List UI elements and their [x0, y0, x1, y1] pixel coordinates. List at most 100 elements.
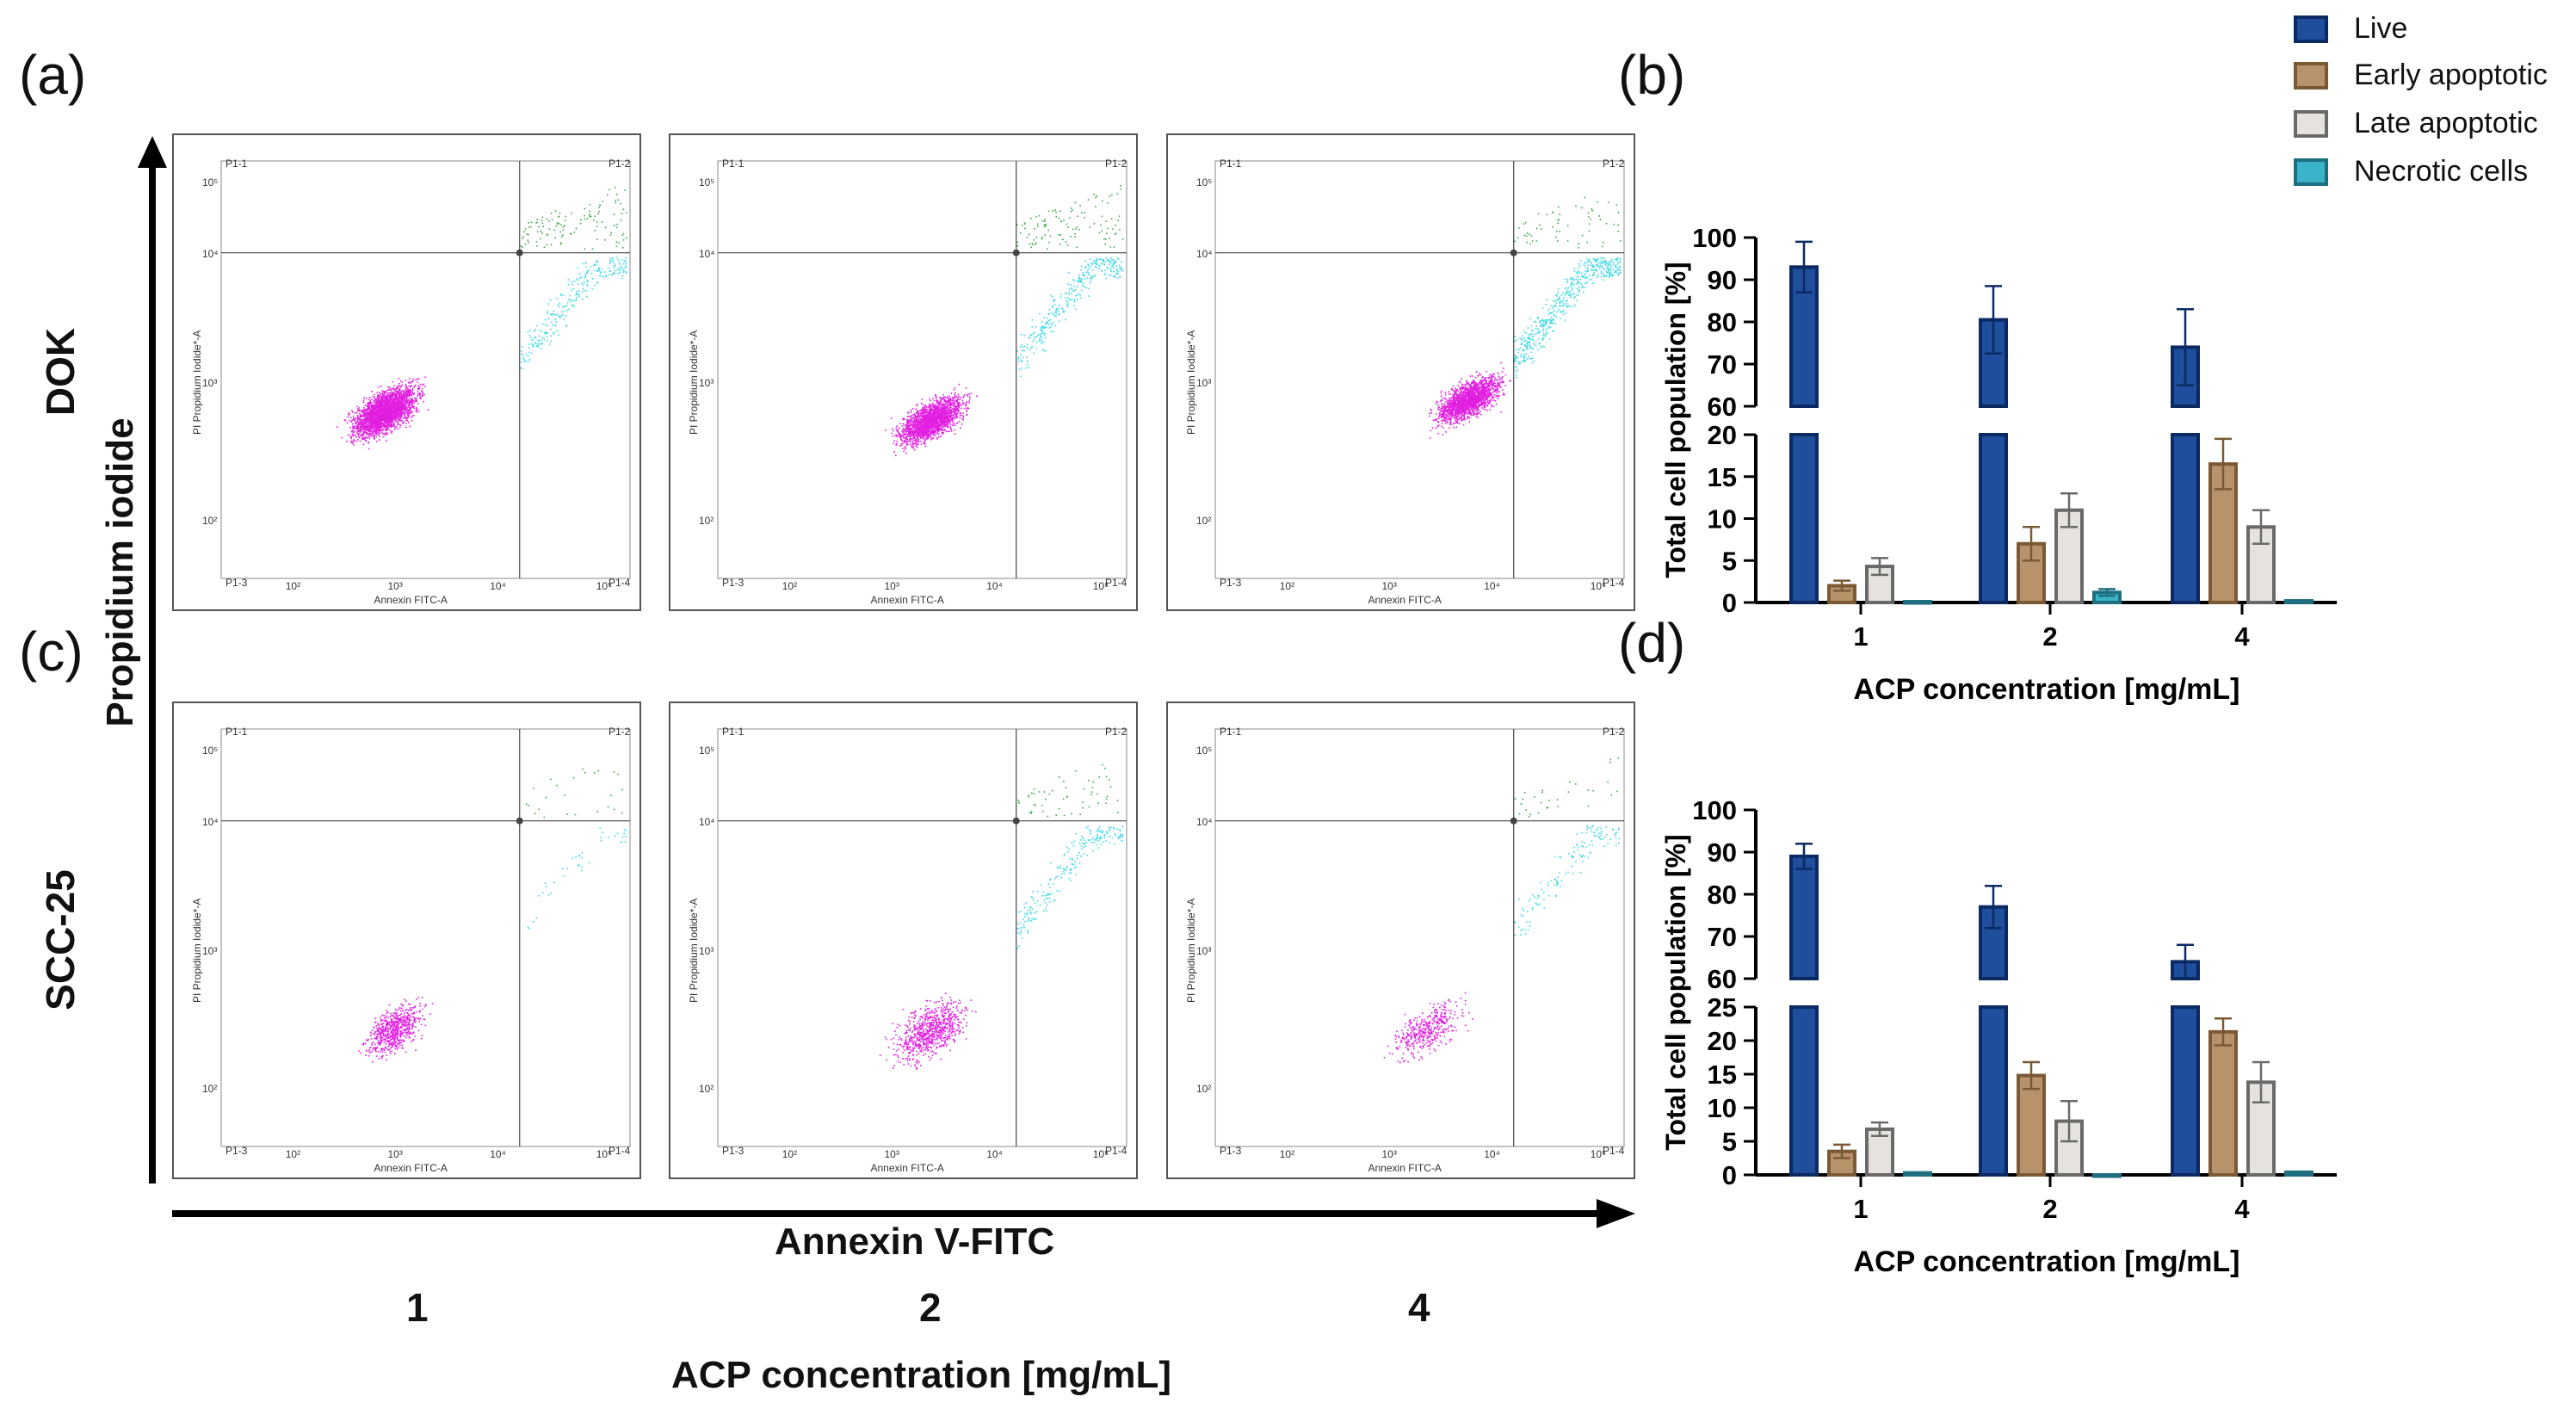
flow-x-axis-label: Annexin FITC-A: [374, 594, 448, 606]
flow-y-tick: 10²: [1196, 515, 1212, 528]
y-tick-label: 100: [1692, 795, 1737, 825]
legend-swatch: [2294, 158, 2328, 186]
bar-live-upper: [1789, 854, 1819, 981]
bar-necrotic-cells: [1903, 1171, 1932, 1177]
y-tick-label: 20: [1708, 420, 1737, 450]
flow-y-tick: 10⁴: [202, 247, 219, 260]
bar-live: [1979, 433, 2008, 604]
flow-plot-area: [220, 728, 631, 1147]
quadrant-label: P1-4: [608, 1145, 631, 1157]
conc-axis-title: ACP concentration [mg/mL]: [671, 1354, 1172, 1396]
flow-plot-dok-4: P1-1 P1-2 P1-3 P1-4 10² 10³ 10⁴ 10⁵ 10² 10³ 10⁴ 10⁵…: [1166, 133, 1635, 611]
conc-label-4: 4: [1408, 1285, 1430, 1330]
quadrant-label: P1-4: [1603, 577, 1625, 589]
flow-x-tick: 10⁵: [1092, 1148, 1109, 1160]
y-tick-label: 25: [1708, 992, 1737, 1023]
flow-x-tick: 10⁴: [1484, 1148, 1500, 1160]
conc-label-1: 1: [406, 1285, 429, 1330]
y-axis-label: Total cell population [%]: [1660, 834, 1691, 1150]
flow-y-tick: 10⁵: [1196, 176, 1213, 189]
y-tick-label: 90: [1708, 265, 1737, 295]
flow-x-tick: 10²: [1279, 1148, 1295, 1160]
bar-live: [2171, 1005, 2200, 1177]
bar-early-apoptotic: [2017, 1073, 2046, 1177]
flow-y-axis-label: PI Propidium Iodide*-A: [1185, 330, 1197, 435]
bar-live: [1789, 1005, 1819, 1177]
flow-y-tick: 10⁴: [202, 815, 219, 828]
flow-x-tick: 10⁵: [1092, 580, 1109, 592]
y-axis-label: Total cell population [%]: [1660, 262, 1691, 578]
quadrant-label: P1-2: [1603, 158, 1625, 170]
x-tick-label: 1: [1853, 621, 1868, 652]
y-tick-label: 5: [1722, 1127, 1737, 1157]
quadrant-label: P1-3: [722, 577, 744, 589]
flow-y-tick: 10³: [699, 945, 714, 958]
flow-x-tick: 10³: [1381, 580, 1397, 592]
x-tick-label: 1: [1853, 1194, 1868, 1224]
legend-label: Early apoptotic: [2354, 59, 2548, 91]
y-tick-label: 10: [1708, 504, 1737, 535]
flow-events: [1429, 196, 1622, 439]
flow-events: [879, 763, 1124, 1070]
x-tick-label: 4: [2234, 1194, 2250, 1224]
flow-y-tick: 10⁵: [202, 745, 219, 757]
quadrant-label: P1-3: [1220, 577, 1242, 589]
flow-x-tick: 10²: [285, 1148, 301, 1160]
flow-x-tick: 10⁵: [596, 1148, 613, 1160]
y-tick-label: 60: [1708, 392, 1737, 422]
legend-label: Necrotic cells: [2354, 155, 2529, 188]
flow-y-tick: 10⁴: [699, 815, 715, 828]
y-tick-label: 70: [1708, 922, 1737, 952]
legend-item-early-apoptotic: Early apoptotic: [2294, 59, 2548, 92]
quadrant-label: P1-2: [608, 158, 631, 170]
x-tick-label: 2: [2042, 621, 2057, 652]
y-tick-label: 5: [1722, 546, 1737, 576]
y-tick-label: 70: [1708, 349, 1737, 380]
flow-y-tick: 10³: [202, 945, 218, 958]
x-axis-label: ACP concentration [mg/mL]: [1854, 1245, 2240, 1278]
flow-x-tick: 10²: [1279, 580, 1295, 592]
quadrant-label: P1-4: [1105, 577, 1127, 589]
flow-events: [885, 184, 1124, 456]
flow-x-axis-label: Annexin FITC-A: [1368, 1162, 1442, 1174]
flow-y-tick: 10²: [202, 1083, 218, 1096]
flow-events: [1383, 757, 1621, 1064]
flow-scatter-svg: [1214, 160, 1625, 579]
flow-y-tick: 10⁴: [1196, 247, 1213, 260]
flow-plot-dok-2: P1-1 P1-2 P1-3 P1-4 10² 10³ 10⁴ 10⁵ 10² 10³ 10⁴ 10⁵…: [669, 133, 1138, 611]
legend-item-live: Live: [2294, 12, 2407, 46]
flow-x-tick: 10³: [884, 1148, 899, 1160]
flow-x-tick: 10⁵: [1590, 580, 1607, 592]
flow-y-axis-label: PI Propidium Iodide*-A: [688, 898, 700, 1003]
flow-y-tick: 10⁵: [699, 176, 715, 189]
flow-scatter-svg: [220, 160, 631, 579]
flow-x-tick: 10³: [387, 1148, 403, 1160]
quadrant-label: P1-2: [1105, 726, 1127, 738]
flow-x-tick: 10²: [781, 580, 798, 592]
flow-scatter-svg: [1214, 728, 1625, 1147]
quadrant-label: P1-3: [225, 577, 248, 589]
quadrant-label: P1-1: [225, 158, 248, 170]
quadrant-label: P1-2: [1105, 158, 1127, 170]
y-tick-label: 0: [1722, 588, 1737, 618]
quadrant-label: P1-3: [1220, 1145, 1242, 1157]
flow-y-tick: 10³: [699, 377, 714, 390]
flow-y-tick: 10²: [699, 1083, 714, 1096]
legend-label: Late apoptotic: [2354, 107, 2538, 139]
panel-letter-c: (c): [19, 621, 83, 683]
flow-scatter-svg: [717, 728, 1127, 1147]
y-tick-label: 90: [1708, 837, 1737, 868]
quadrant-label: P1-1: [722, 726, 744, 738]
flow-x-axis-label: Annexin FITC-A: [870, 1162, 944, 1174]
bar-necrotic-cells: [2092, 1173, 2122, 1178]
flow-x-axis-label: Annexin FITC-A: [374, 1162, 448, 1174]
quadrant-center-handle: [516, 817, 523, 825]
conc-label-2: 2: [919, 1285, 942, 1330]
flow-x-axis-label: Annexin FITC-A: [870, 594, 944, 606]
quadrant-center-handle: [1012, 249, 1020, 256]
y-tick-label: 80: [1708, 880, 1737, 910]
y-tick-label: 15: [1708, 1060, 1737, 1090]
